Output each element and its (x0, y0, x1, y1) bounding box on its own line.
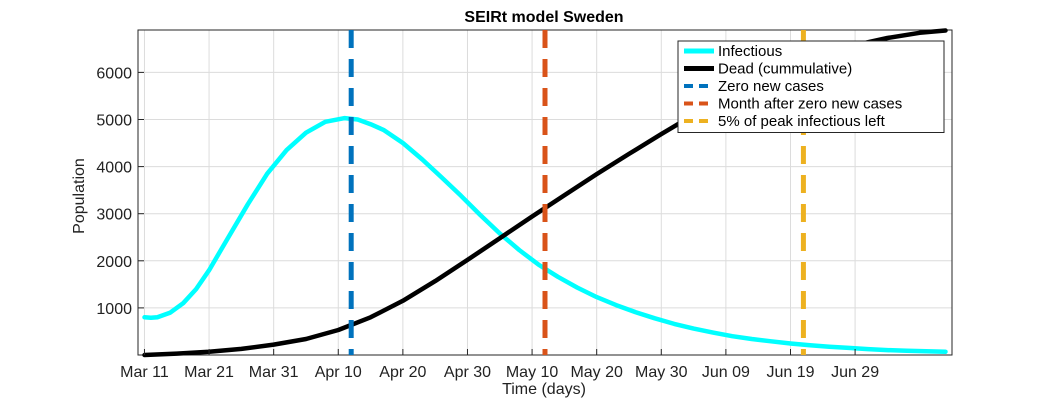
y-tick-label: 5000 (96, 112, 132, 129)
legend-label: Zero new cases (718, 78, 824, 95)
x-tick-label: Apr 30 (444, 364, 491, 381)
x-tick-label: Mar 11 (120, 364, 169, 381)
x-tick-label: Mar 21 (184, 364, 234, 381)
y-tick-label: 3000 (96, 207, 132, 224)
x-tick-label: Apr 20 (379, 364, 426, 381)
x-tick-label: Jun 09 (702, 364, 750, 381)
x-tick-label: Mar 31 (249, 364, 299, 381)
x-axis-ticks: Mar 11 Mar 21 Mar 31 Apr 10 Apr 20 Apr 30 May … (120, 349, 879, 381)
x-tick-label: May 20 (570, 364, 623, 381)
legend-label: Dead (cummulative) (718, 61, 852, 78)
x-tick-label: May 10 (506, 364, 559, 381)
infectious-line (142, 115, 948, 354)
y-tick-label: 1000 (96, 301, 132, 318)
y-tick-label: 4000 (96, 160, 132, 177)
y-tick-label: 2000 (96, 254, 132, 271)
x-tick-label: Jun 29 (831, 364, 879, 381)
x-tick-label: Jun 19 (766, 364, 814, 381)
vertical-lines (348, 30, 806, 355)
y-axis-ticks: 1000 2000 3000 4000 5000 6000 (96, 65, 144, 318)
x-tick-label: Apr 10 (315, 364, 362, 381)
chart-title: SEIRt model Sweden (464, 9, 623, 26)
legend-box (677, 40, 945, 133)
y-axis-label: Population (71, 158, 88, 234)
y-tick-label: 6000 (96, 65, 132, 82)
x-tick-label: May 30 (635, 364, 688, 381)
x-axis-label: Time (days) (502, 381, 586, 398)
legend-label: Infectious (718, 43, 782, 60)
legend-label: Month after zero new cases (718, 96, 902, 113)
legend-label: 5% of peak infectious left (718, 113, 886, 130)
